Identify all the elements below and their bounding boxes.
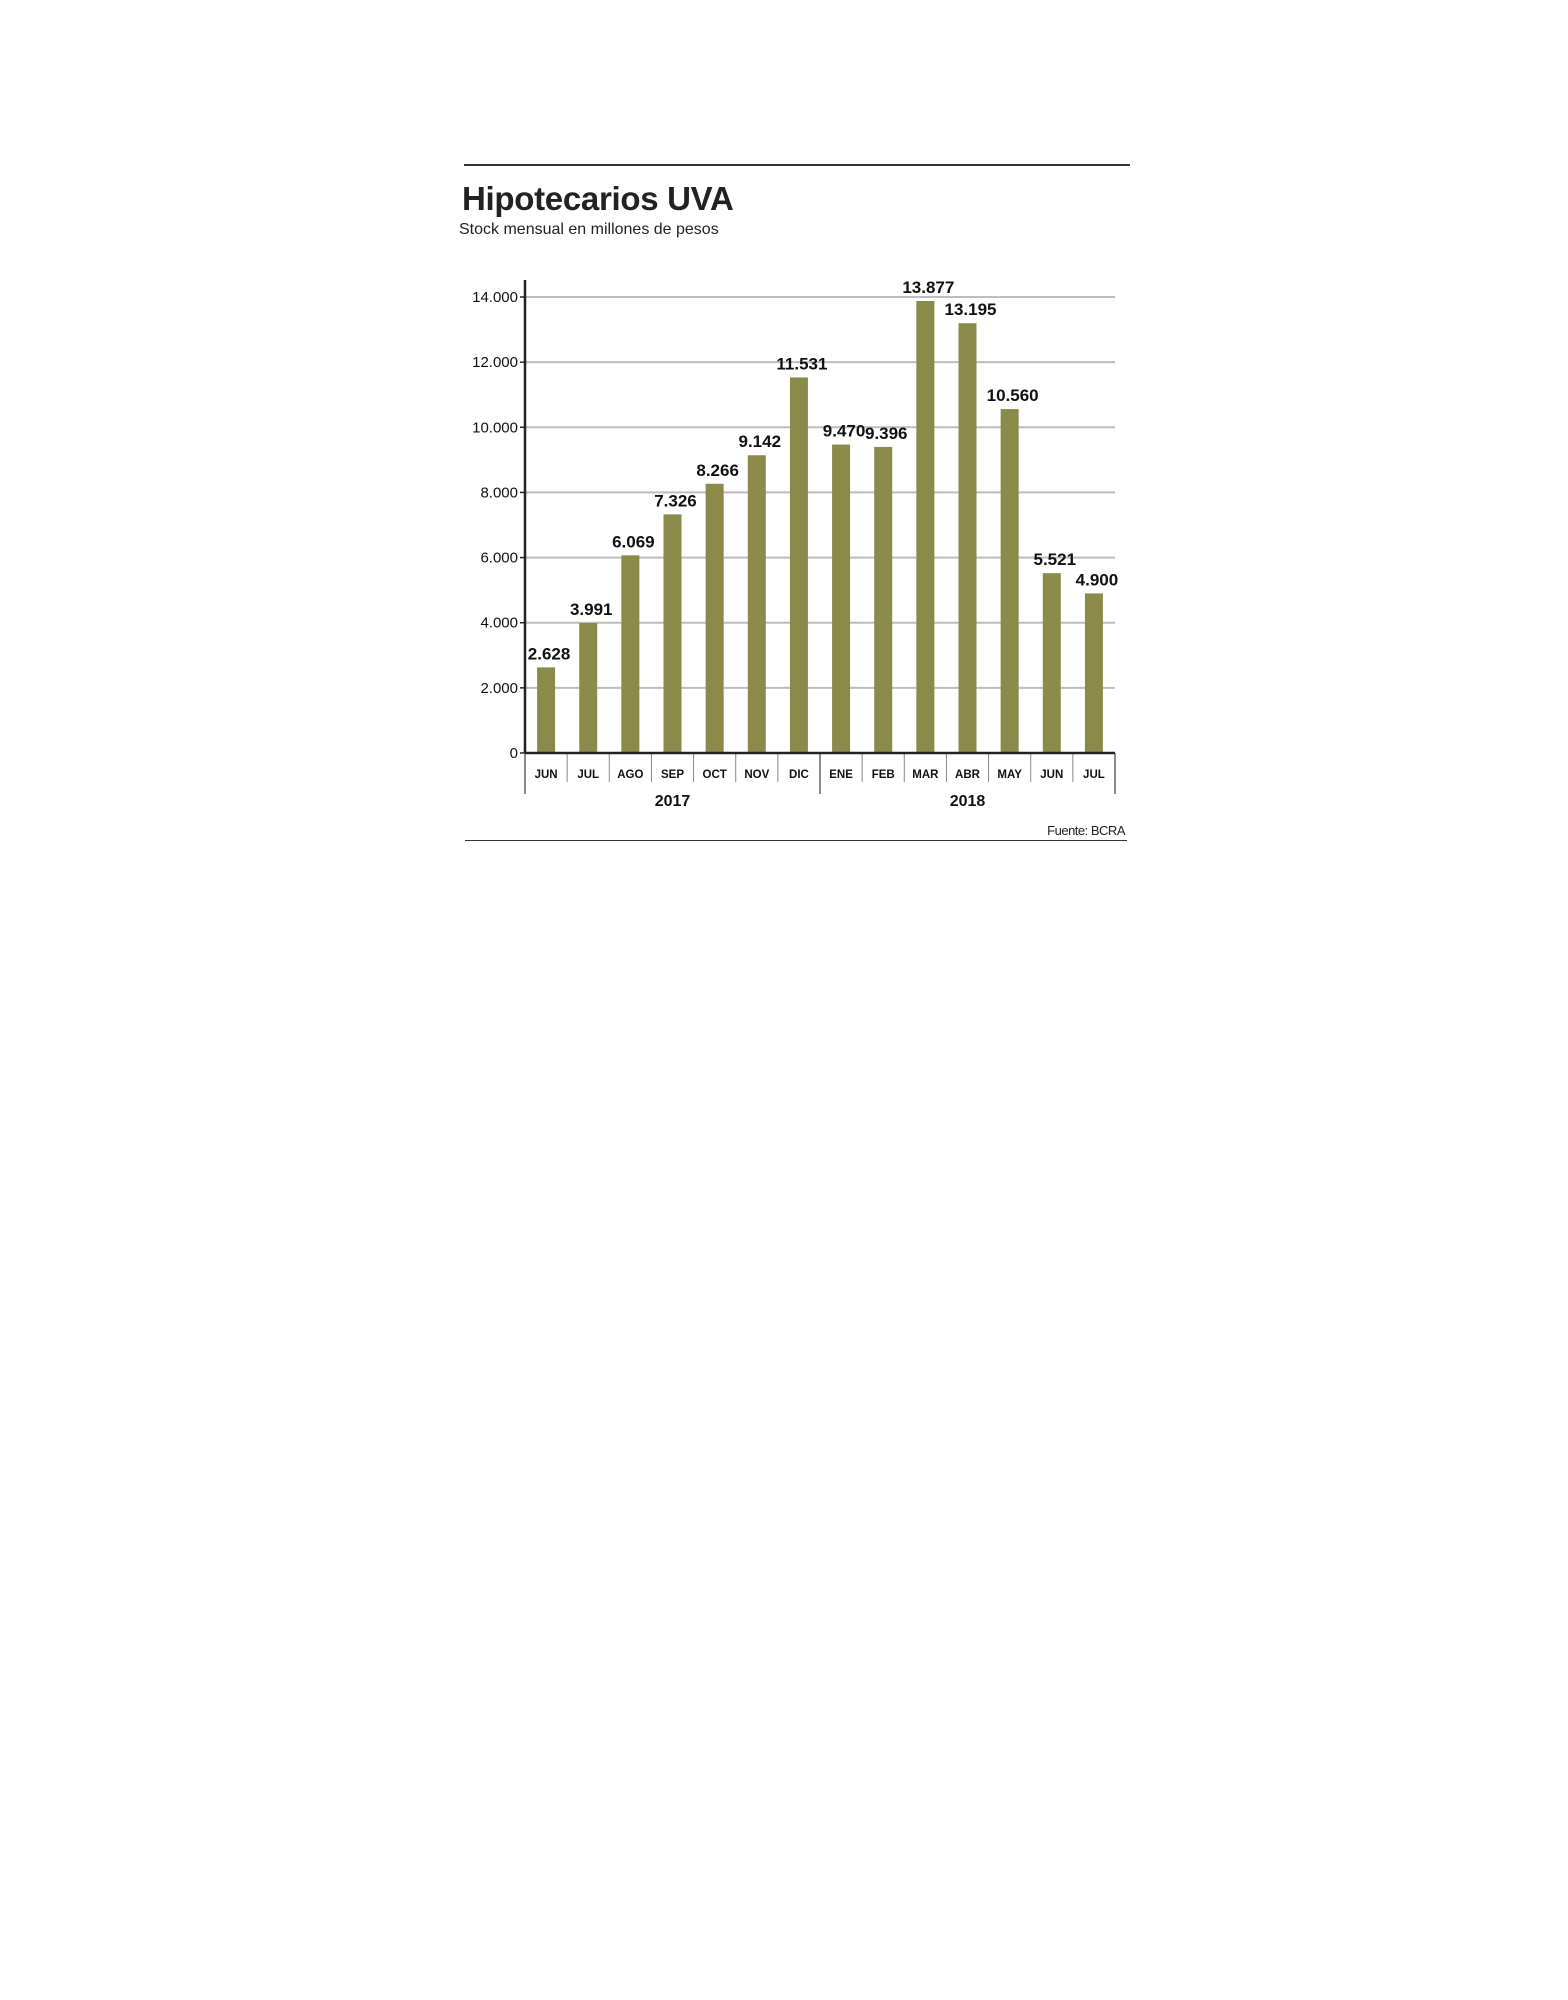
x-tick-label: NOV [744, 769, 769, 781]
x-tick-label: AGO [617, 769, 643, 781]
bar [705, 483, 724, 753]
x-tick-label: JUL [577, 769, 599, 781]
bar [621, 555, 640, 753]
data-label: 9.470 [823, 422, 866, 441]
data-label: 2.628 [528, 644, 571, 663]
data-label: 9.142 [739, 432, 782, 451]
data-label: 10.560 [987, 386, 1039, 405]
y-tick-label: 10.000 [472, 419, 518, 436]
bottom-rule [465, 840, 1127, 841]
y-tick-label: 6.000 [480, 550, 518, 567]
data-label: 9.396 [865, 424, 908, 443]
x-tick-label: JUN [535, 769, 558, 781]
group-label: 2017 [655, 793, 691, 810]
bar [958, 323, 977, 753]
data-label: 4.900 [1076, 570, 1119, 589]
data-label: 3.991 [570, 600, 613, 619]
bar [789, 377, 808, 753]
data-label: 6.069 [612, 532, 655, 551]
x-tick-label: ABR [955, 769, 981, 781]
x-tick-label: FEB [872, 769, 895, 781]
x-tick-label: ENE [829, 769, 853, 781]
data-label: 13.877 [902, 278, 954, 297]
x-tick-label: DIC [789, 769, 809, 781]
bar [1042, 573, 1061, 753]
bar [537, 667, 556, 753]
x-tick-label: JUL [1083, 769, 1105, 781]
bar [579, 623, 598, 753]
y-tick-label: 4.000 [480, 615, 518, 632]
chart-title: Hipotecarios UVA [462, 180, 734, 217]
bar [747, 455, 766, 753]
group-label: 2018 [950, 793, 986, 810]
x-tick-label: SEP [661, 769, 684, 781]
bar [1000, 409, 1019, 753]
y-tick-label: 2.000 [480, 680, 518, 697]
chart-subtitle: Stock mensual en millones de pesos [459, 221, 719, 238]
x-tick-label: OCT [703, 769, 727, 781]
bar [663, 514, 682, 753]
bar [832, 444, 851, 753]
x-tick-label: MAY [997, 769, 1022, 781]
top-rule [464, 164, 1130, 166]
bar [1084, 593, 1103, 753]
data-label: 5.521 [1034, 550, 1077, 569]
x-tick-label: MAR [912, 769, 939, 781]
data-label: 13.195 [945, 300, 997, 319]
y-tick-label: 14.000 [472, 289, 518, 306]
x-tick-label: JUN [1040, 769, 1063, 781]
bar [874, 446, 893, 753]
data-label: 7.326 [654, 491, 697, 510]
y-tick-label: 12.000 [472, 354, 518, 371]
y-tick-label: 8.000 [480, 484, 518, 501]
y-tick-label: 0 [510, 745, 518, 762]
data-label: 8.266 [696, 461, 739, 480]
data-label: 11.531 [776, 354, 827, 373]
bar [916, 301, 935, 753]
source-note: Fuente: BCRA [1047, 823, 1125, 838]
